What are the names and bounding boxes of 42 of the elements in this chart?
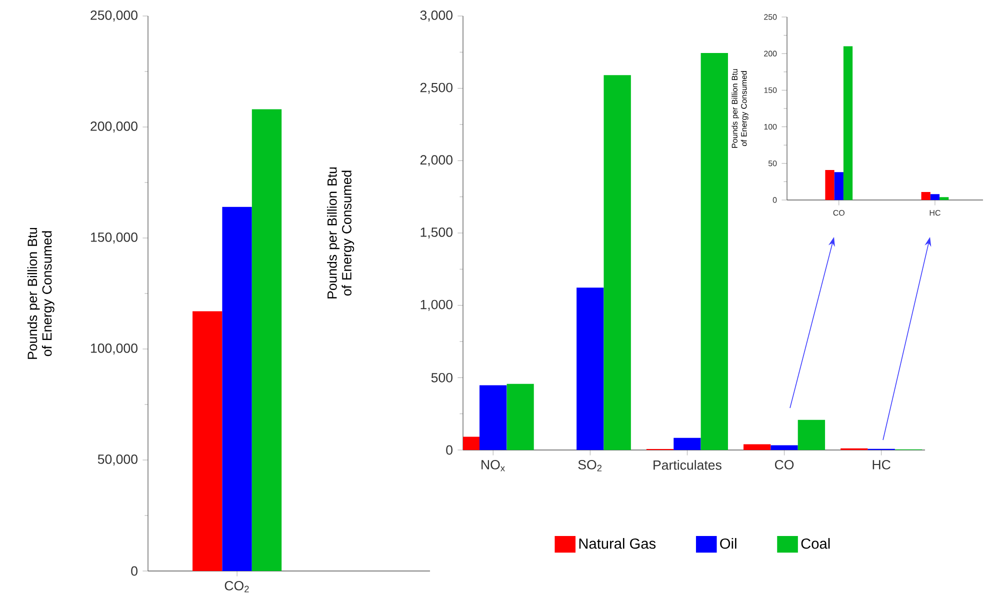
bar bbox=[921, 192, 930, 200]
y-axis-title: Pounds per Billion Btu of Energy Consumed bbox=[327, 167, 354, 298]
x-tick-label: SO$_{2}$ bbox=[578, 460, 602, 472]
bar bbox=[252, 109, 282, 571]
bar bbox=[834, 172, 844, 200]
y-tick-label: 200,000 bbox=[90, 122, 138, 132]
bar bbox=[480, 385, 507, 450]
bar bbox=[222, 206, 252, 571]
legend-label: Natural Gas bbox=[579, 538, 656, 549]
y-axis-title: Pounds per Billion Btu of Energy Consumed bbox=[27, 228, 54, 359]
bar bbox=[825, 170, 834, 200]
y-tick-label: 500 bbox=[431, 372, 452, 382]
bar bbox=[576, 288, 604, 450]
x-tick-label: HC bbox=[872, 460, 890, 470]
y-tick-label: 0 bbox=[446, 445, 452, 455]
y-tick-label: 2,500 bbox=[420, 82, 452, 94]
bar bbox=[744, 444, 771, 450]
y-tick-label: 150,000 bbox=[91, 232, 138, 244]
bar bbox=[674, 438, 701, 450]
bar bbox=[192, 311, 222, 571]
y-tick-label: 2,000 bbox=[420, 155, 452, 166]
bar bbox=[843, 46, 853, 200]
x-tick-label: CO bbox=[774, 460, 794, 470]
legend-label: Coal bbox=[801, 538, 830, 549]
bar bbox=[940, 197, 949, 200]
y-tick-label: 0 bbox=[131, 566, 138, 576]
y-tick-label: 1,500 bbox=[420, 228, 452, 238]
bar bbox=[798, 420, 826, 450]
bar bbox=[506, 384, 534, 450]
bar bbox=[700, 53, 728, 450]
bar bbox=[770, 445, 798, 450]
x-tick-label: Particulates bbox=[654, 460, 722, 470]
y-tick-label: 100,000 bbox=[91, 344, 138, 354]
bar bbox=[930, 194, 940, 200]
x-tick-label: NO$_{x}$ bbox=[482, 460, 505, 472]
legend-label: Oil bbox=[720, 538, 736, 549]
y-tick-label: 1,000 bbox=[420, 300, 452, 311]
y-tick-label: 3,000 bbox=[420, 10, 452, 22]
y-tick-label: 250,000 bbox=[90, 10, 138, 22]
bar bbox=[604, 75, 631, 450]
y-tick-label: 50,000 bbox=[98, 454, 138, 466]
x-tick-label: CO$_{2}$ bbox=[224, 581, 249, 592]
